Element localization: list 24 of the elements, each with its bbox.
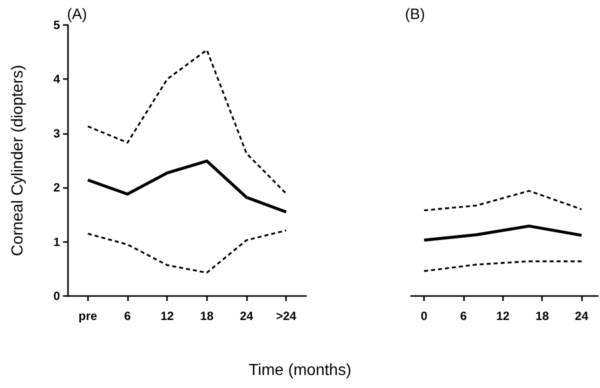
chart-title: (A) [67, 6, 87, 23]
x-tick-label: 12 [160, 309, 174, 323]
line-series [86, 230, 288, 274]
x-tick-label: 18 [536, 309, 550, 323]
y-tick-label: 1 [53, 234, 60, 249]
x-tick-label: 24 [574, 309, 589, 323]
x-axis-title: Time (months) [248, 362, 352, 380]
y-tick-label: 4 [53, 72, 60, 86]
y-tick-label: 5 [53, 18, 60, 32]
line-series [86, 49, 288, 194]
x-tick-label: 12 [496, 309, 510, 323]
x-tick-label: 0 [420, 309, 428, 323]
y-axis-title: Corneal Cylinder (diopters) [10, 64, 26, 256]
y-tick-label: 0 [53, 289, 60, 303]
x-tick-label: 6 [124, 309, 132, 323]
x-tick-label: 18 [200, 309, 214, 323]
x-tick-label: 6 [460, 309, 468, 323]
x-tick-label: pre [78, 309, 98, 323]
y-tick-label: 2 [53, 180, 60, 195]
line-series [86, 160, 288, 214]
chart-title: (B) [405, 6, 425, 23]
x-tick-label: 24 [240, 309, 254, 323]
x-tick-label: >24 [276, 309, 297, 323]
y-tick-label: 3 [53, 126, 60, 140]
